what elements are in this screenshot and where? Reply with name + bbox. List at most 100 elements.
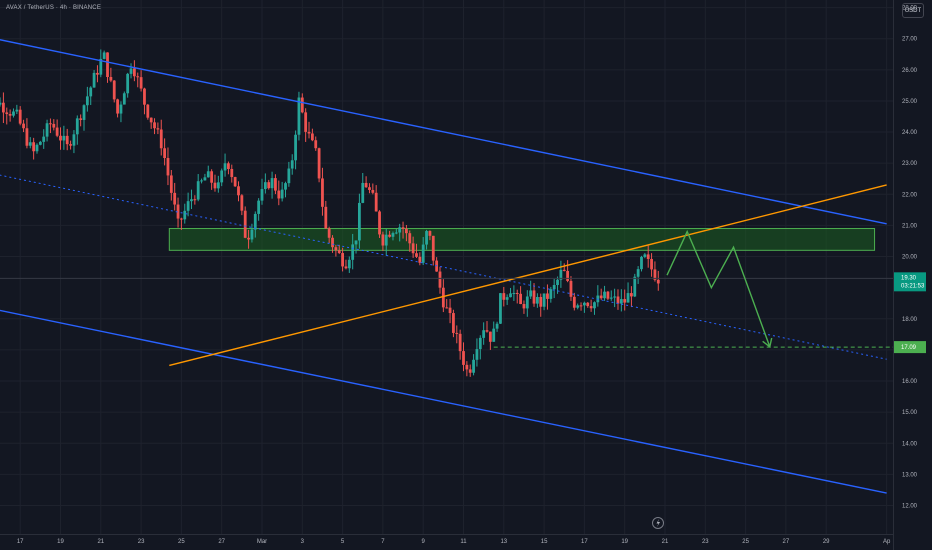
candle-body — [535, 296, 539, 304]
candle-body — [559, 269, 563, 280]
candle-body — [593, 302, 596, 309]
candle-body — [0, 102, 2, 105]
candle-body — [116, 99, 119, 114]
candle-body — [546, 293, 549, 299]
current-price-badge — [894, 272, 926, 292]
candle-body — [270, 178, 274, 189]
candle-body — [35, 144, 39, 152]
candle-body — [106, 52, 109, 78]
candle-body — [431, 235, 435, 261]
lightning-icon[interactable] — [652, 517, 664, 529]
candle-body — [357, 202, 361, 241]
currency-button[interactable]: USDT — [902, 3, 924, 18]
time-tick-label: 29 — [823, 539, 830, 545]
candle-body — [549, 289, 553, 299]
candle-body — [378, 211, 381, 235]
candle-body — [32, 142, 36, 152]
candle-body — [539, 296, 543, 307]
time-tick-label: 7 — [381, 539, 385, 545]
price-tick-label: 23.00 — [902, 161, 918, 167]
candle-body — [475, 349, 479, 360]
candle-body — [519, 293, 522, 305]
candle-body — [287, 168, 291, 184]
candle-body — [572, 296, 576, 308]
price-badges: 19.30 03:21:53 17.09 — [894, 272, 926, 354]
candle-body — [566, 270, 570, 281]
candle-body — [384, 234, 388, 246]
price-tick-label: 18.00 — [902, 317, 918, 323]
candle-body — [173, 192, 177, 205]
candle-body — [653, 269, 657, 280]
trendlines — [0, 39, 901, 494]
candle-body — [85, 96, 89, 106]
candle-body — [623, 299, 627, 303]
time-tick-label: 17 — [581, 539, 588, 545]
channel-lower-line — [0, 309, 887, 494]
candle-body — [361, 182, 365, 203]
candle-body — [321, 178, 324, 207]
candlestick-series — [0, 49, 660, 377]
candle-body — [609, 297, 613, 299]
price-axis[interactable]: 28.00 27.00 26.00 25.00 24.00 23.00 22.00 21.00… — [893, 0, 918, 550]
channel-midline — [0, 174, 887, 360]
candle-body — [99, 58, 103, 75]
candle-body — [334, 247, 338, 251]
current-price-label: 19.30 — [901, 275, 917, 281]
time-axis[interactable]: 17 19 21 23 25 27 Mar 3 5 7 9 11 13 15 17 19 21 23 25 27 29 A… — [0, 534, 893, 546]
candle-body — [203, 177, 207, 181]
candle-body — [132, 68, 136, 77]
time-tick-label: 27 — [218, 539, 225, 545]
price-tick-label: 26.00 — [902, 68, 918, 74]
candle-body — [69, 144, 72, 146]
candle-body — [79, 118, 83, 120]
candle-body — [183, 210, 187, 220]
candle-body — [112, 80, 116, 100]
candle-body — [96, 72, 99, 75]
candle-body — [576, 305, 580, 308]
price-tick-label: 21.00 — [902, 223, 918, 229]
candle-body — [300, 97, 304, 113]
candle-body — [452, 313, 455, 333]
price-tick-label: 16.00 — [902, 379, 918, 385]
candle-body — [227, 163, 230, 169]
candle-body — [532, 290, 536, 304]
candle-body — [15, 109, 19, 112]
candle-body — [488, 331, 492, 342]
candle-body — [381, 234, 385, 246]
candle-body — [143, 88, 146, 105]
candle-body — [139, 77, 143, 89]
candle-body — [220, 170, 224, 183]
time-tick-label: 17 — [17, 539, 24, 545]
candle-body — [42, 136, 46, 142]
price-tick-label: 20.00 — [902, 255, 918, 261]
candle-body — [233, 177, 237, 187]
candle-body — [8, 114, 12, 116]
candle-body — [458, 333, 462, 352]
candle-body — [260, 189, 264, 201]
time-tick-label: 3 — [301, 539, 305, 545]
candle-body — [277, 190, 281, 199]
time-tick-label: 21 — [97, 539, 104, 545]
candle-body — [613, 296, 617, 298]
candle-body — [337, 250, 341, 254]
candle-body — [89, 87, 93, 97]
candle-body — [180, 218, 183, 220]
projection-path — [666, 229, 771, 348]
channel-upper-line — [0, 39, 887, 225]
price-tick-label: 13.00 — [902, 472, 918, 478]
candle-body — [421, 244, 425, 263]
price-tick-label: 24.00 — [902, 130, 918, 136]
candle-body — [398, 227, 402, 233]
candle-body — [455, 332, 459, 334]
candle-body — [515, 292, 519, 294]
candle-body — [169, 175, 173, 193]
candle-body — [230, 168, 234, 178]
candle-body — [640, 256, 643, 270]
candle-body — [263, 182, 267, 190]
candle-body — [411, 243, 415, 254]
candle-body — [499, 293, 502, 324]
price-tick-label: 12.00 — [902, 504, 918, 510]
candle-body — [331, 237, 334, 248]
candle-body — [304, 112, 308, 132]
